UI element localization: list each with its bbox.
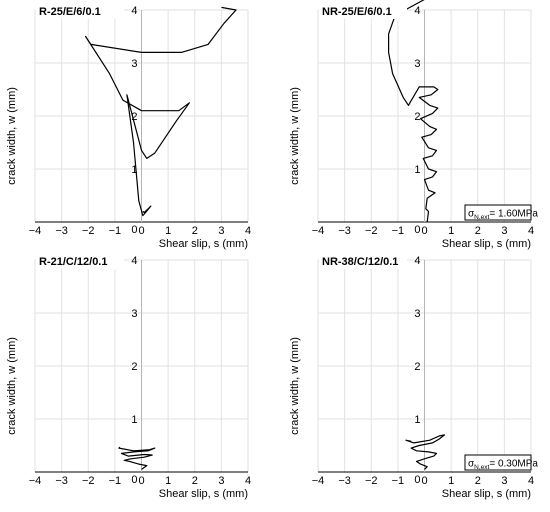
stress-annotation-text: σN,ext= 0.30MPa	[468, 459, 538, 472]
x-tick-label: −1	[109, 475, 122, 487]
stress-subscript: N,ext	[474, 464, 489, 471]
x-tick-label: 0	[421, 225, 427, 237]
panel-title-group: NR-38/C/12/0.1	[319, 254, 407, 269]
y-tick-label: 4	[131, 255, 137, 267]
panel-title: R-25/E/6/0.1	[39, 6, 101, 18]
panel-title-group: NR-25/E/6/0.1	[319, 4, 407, 19]
x-tick-label: −2	[82, 225, 95, 237]
x-tick-label: 4	[245, 475, 251, 487]
x-tick-label: 4	[528, 225, 534, 237]
y-tick-label: 3	[414, 58, 420, 70]
y-tick-label: 3	[414, 308, 420, 320]
stress-value: = 1.60MPa	[489, 209, 538, 220]
y-tick-label: 4	[131, 5, 137, 17]
y-tick-label: 1	[131, 414, 137, 426]
x-tick-label: 4	[528, 475, 534, 487]
x-tick-label: 2	[475, 475, 481, 487]
panel-title-background	[36, 254, 124, 269]
panel-title-group: R-21/C/12/0.1	[36, 254, 124, 269]
data-series-curve	[118, 446, 156, 470]
panel-title: NR-25/E/6/0.1	[322, 6, 392, 18]
y-tick-label: 2	[131, 111, 137, 123]
stress-annotation: σN,ext= 1.60MPa	[464, 204, 538, 222]
panel-title-background	[319, 254, 407, 269]
panel-title: NR-38/C/12/0.1	[322, 256, 398, 268]
x-tick-label: 3	[501, 475, 507, 487]
panel-top-right: −4 −3 −2 −1 0 1 2 3 4 1 2 3 4 0 Shear slip, s (mm) crac…	[289, 0, 538, 250]
x-tick-label: 2	[475, 225, 481, 237]
x-tick-label: −3	[338, 225, 351, 237]
x-tick-label: 3	[501, 225, 507, 237]
y-tick-label: 4	[414, 255, 420, 267]
y-axis-title: crack width, w (mm)	[6, 87, 18, 185]
x-tick-label: −1	[392, 225, 405, 237]
y-zero-label: 0	[131, 474, 137, 486]
x-tick-label: −2	[82, 475, 95, 487]
x-tick-label: 0	[138, 475, 144, 487]
x-axis-title: Shear slip, s (mm)	[159, 238, 248, 250]
x-tick-label: −1	[392, 475, 405, 487]
y-tick-label: 2	[131, 361, 137, 373]
data-series-curve	[85, 6, 237, 217]
x-tick-label: −4	[312, 475, 325, 487]
x-tick-label: −3	[55, 475, 68, 487]
x-tick-label: 4	[245, 225, 251, 237]
x-axis-title: Shear slip, s (mm)	[442, 238, 531, 250]
panel-title-background	[319, 4, 407, 19]
x-tick-label: 3	[218, 475, 224, 487]
data-series-curve	[388, 0, 439, 223]
stress-annotation-box	[464, 454, 532, 471]
x-tick-label: 1	[165, 475, 171, 487]
stress-symbol: σ	[468, 209, 475, 220]
x-tick-label: 2	[192, 475, 198, 487]
panel-bottom-left: −4 −3 −2 −1 0 1 2 3 4 1 2 3 4 0 Shear slip, s (mm) crac…	[6, 254, 251, 500]
x-tick-label: −4	[29, 225, 42, 237]
x-tick-label: −4	[29, 475, 42, 487]
y-zero-label: 0	[131, 224, 137, 236]
stress-annotation: σN,ext= 0.30MPa	[464, 454, 538, 472]
x-tick-label: −1	[109, 225, 122, 237]
data-series-curve	[405, 434, 446, 470]
x-tick-label: 1	[448, 475, 454, 487]
x-tick-label: 0	[421, 475, 427, 487]
y-axis-title: crack width, w (mm)	[289, 87, 301, 185]
stress-symbol: σ	[468, 459, 475, 470]
x-tick-label: 0	[138, 225, 144, 237]
x-axis-title: Shear slip, s (mm)	[159, 488, 248, 500]
y-tick-label: 2	[414, 361, 420, 373]
x-tick-label: −4	[312, 225, 325, 237]
stress-subscript: N,ext	[474, 214, 489, 221]
y-tick-label: 1	[414, 164, 420, 176]
panel-top-left: −4 −3 −2 −1 0 1 2 3 4 1 2 3 4 0 Shear slip, s (mm) crac…	[6, 4, 251, 250]
y-axis-title: crack width, w (mm)	[6, 337, 18, 435]
y-tick-label: 1	[414, 414, 420, 426]
y-zero-label: 0	[414, 224, 420, 236]
y-tick-label: 3	[131, 308, 137, 320]
x-tick-label: −2	[365, 225, 378, 237]
x-tick-label: 1	[165, 225, 171, 237]
panel-bottom-right: −4 −3 −2 −1 0 1 2 3 4 1 2 3 4 0 Shear slip, s (mm) crac…	[289, 254, 538, 500]
stress-annotation-text: σN,ext= 1.60MPa	[468, 209, 538, 222]
x-axis-title: Shear slip, s (mm)	[442, 488, 531, 500]
y-zero-label: 0	[414, 474, 420, 486]
panel-title-background	[36, 4, 124, 19]
y-tick-label: 4	[414, 5, 420, 17]
x-tick-label: 1	[448, 225, 454, 237]
y-tick-label: 3	[131, 58, 137, 70]
x-tick-label: −2	[365, 475, 378, 487]
y-axis-title: crack width, w (mm)	[289, 337, 301, 435]
x-tick-label: −3	[338, 475, 351, 487]
panel-title: R-21/C/12/0.1	[39, 256, 107, 268]
x-tick-label: −3	[55, 225, 68, 237]
stress-annotation-box	[464, 204, 532, 221]
y-tick-label: 1	[131, 164, 137, 176]
y-tick-label: 2	[414, 111, 420, 123]
panel-title-group: R-25/E/6/0.1	[36, 4, 124, 19]
x-tick-label: 3	[218, 225, 224, 237]
x-tick-label: 2	[192, 225, 198, 237]
stress-value: = 0.30MPa	[489, 459, 538, 470]
